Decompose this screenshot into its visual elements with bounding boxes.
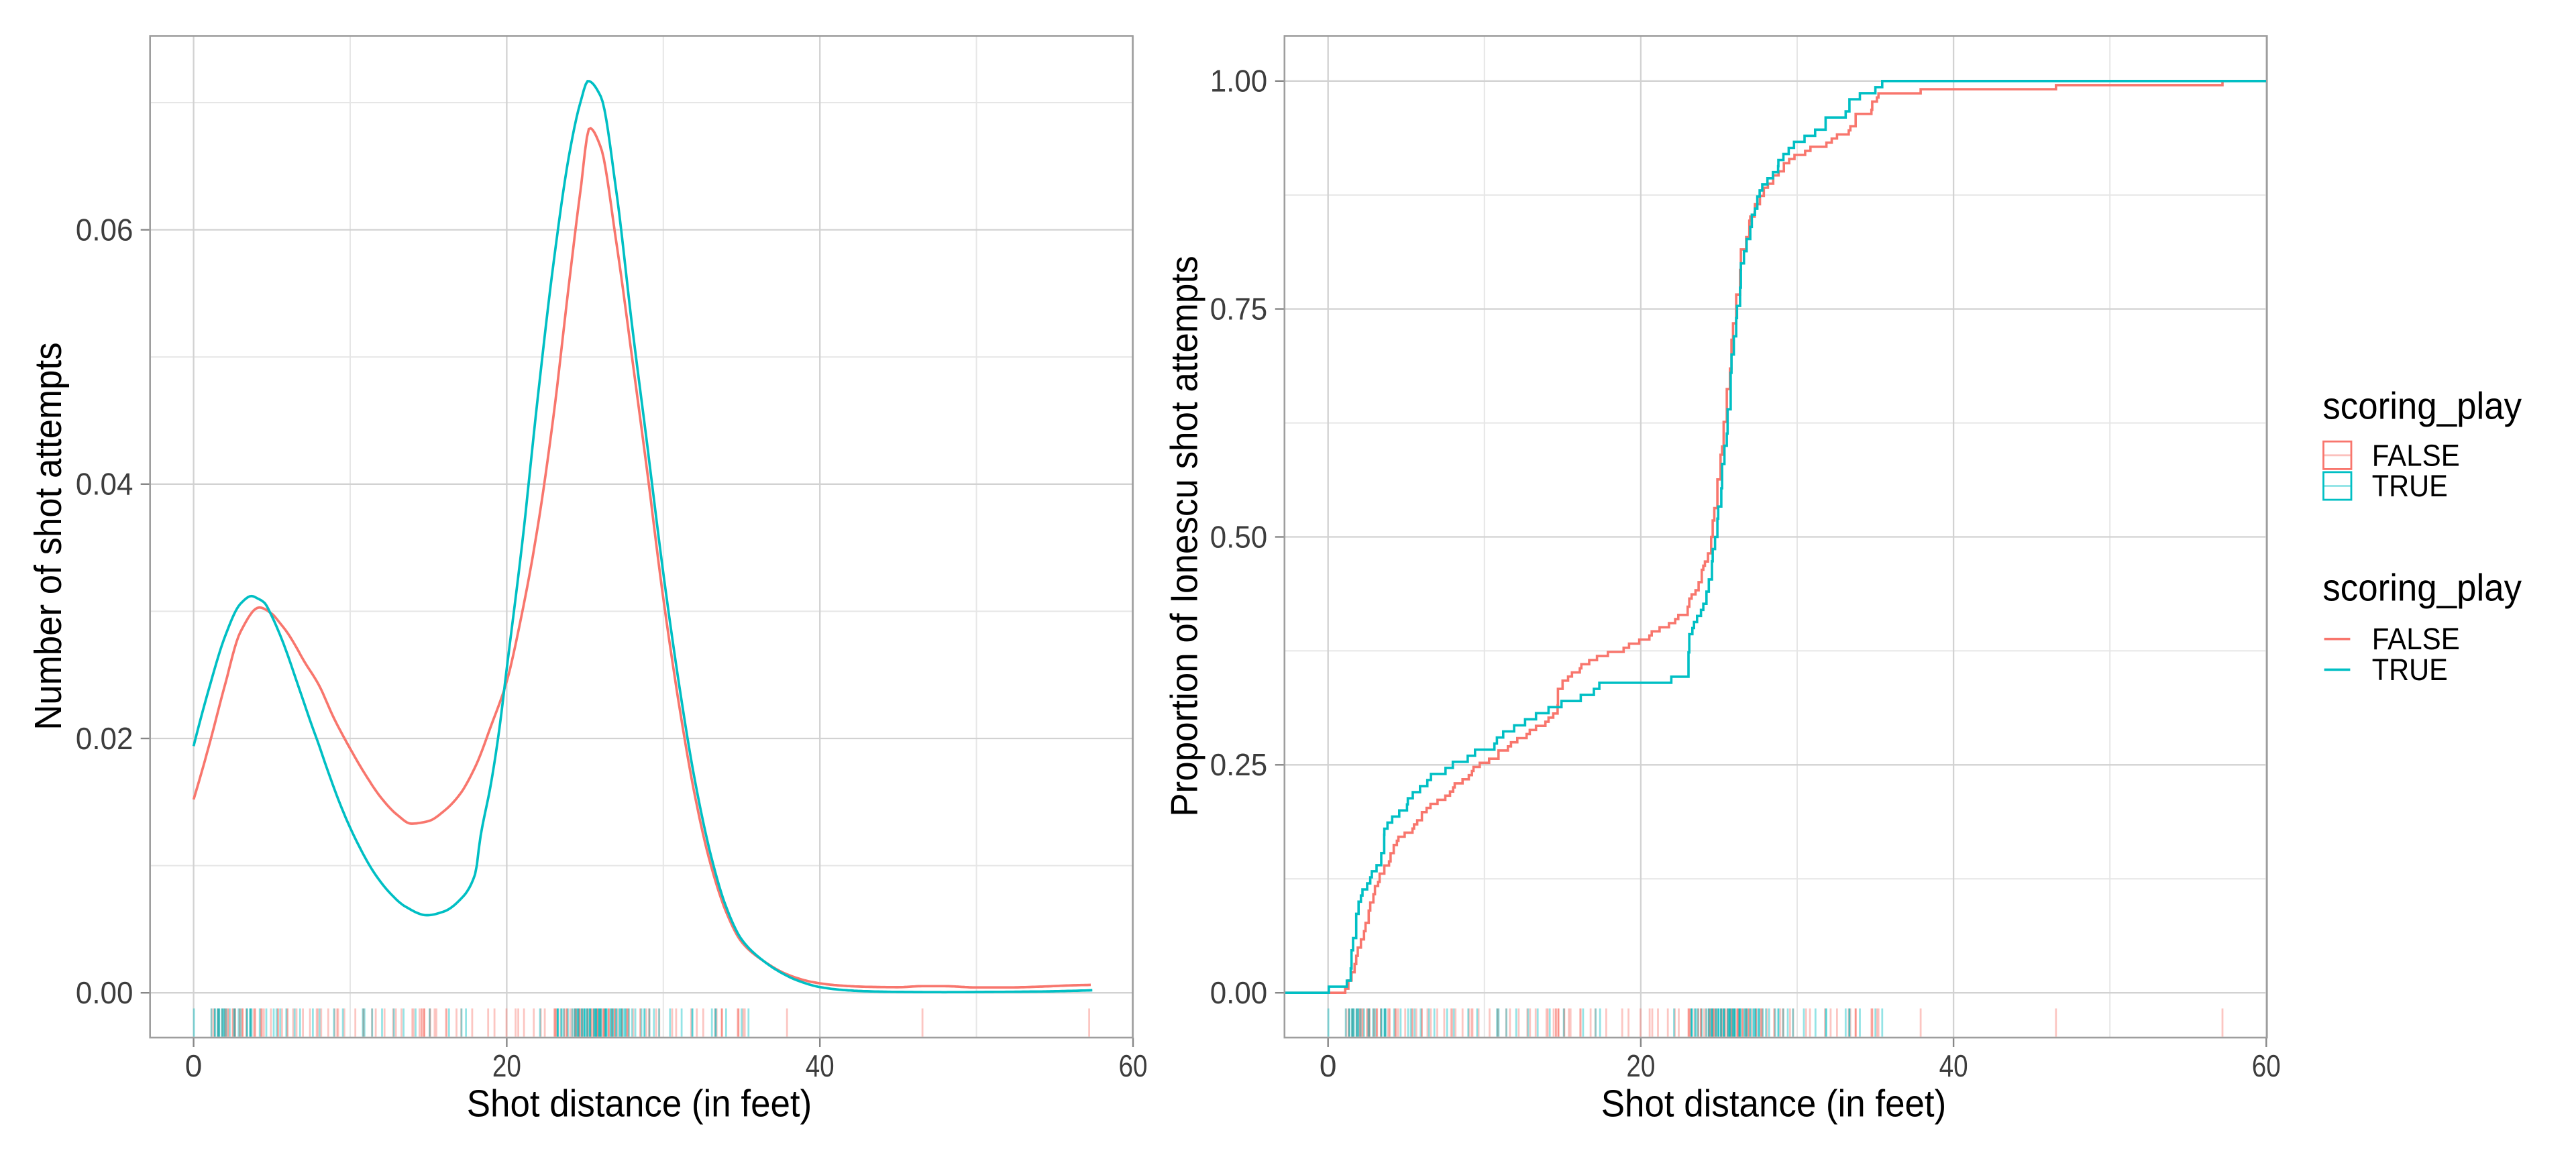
svg-text:60: 60 — [1119, 1048, 1148, 1083]
svg-text:0.06: 0.06 — [76, 212, 133, 247]
svg-text:40: 40 — [806, 1048, 835, 1083]
svg-text:Proportion of Ionescu shot att: Proportion of Ionescu shot attempts — [1163, 256, 1206, 816]
svg-text:0.02: 0.02 — [76, 721, 133, 756]
svg-text:scoring_play: scoring_play — [2322, 384, 2522, 427]
svg-text:0: 0 — [1320, 1048, 1337, 1083]
svg-text:Number of shot attempts: Number of shot attempts — [27, 342, 70, 730]
svg-text:20: 20 — [492, 1048, 521, 1083]
svg-text:60: 60 — [2252, 1048, 2281, 1083]
svg-text:40: 40 — [1939, 1048, 1968, 1083]
svg-text:scoring_play: scoring_play — [2322, 567, 2522, 610]
svg-text:FALSE: FALSE — [2372, 438, 2460, 472]
svg-text:TRUE: TRUE — [2372, 469, 2448, 503]
svg-text:TRUE: TRUE — [2372, 653, 2448, 687]
svg-text:0.00: 0.00 — [76, 975, 133, 1010]
svg-text:20: 20 — [1626, 1048, 1655, 1083]
svg-text:FALSE: FALSE — [2372, 622, 2460, 656]
svg-text:0.50: 0.50 — [1210, 519, 1268, 554]
svg-text:0.04: 0.04 — [76, 467, 133, 502]
svg-text:0.00: 0.00 — [1210, 975, 1268, 1010]
svg-text:0.25: 0.25 — [1210, 747, 1268, 782]
svg-text:0: 0 — [185, 1048, 203, 1083]
svg-text:Shot distance (in feet): Shot distance (in feet) — [467, 1083, 812, 1125]
svg-text:Shot distance (in feet): Shot distance (in feet) — [1601, 1083, 1947, 1125]
svg-text:0.75: 0.75 — [1210, 291, 1268, 326]
svg-text:1.00: 1.00 — [1210, 64, 1268, 99]
